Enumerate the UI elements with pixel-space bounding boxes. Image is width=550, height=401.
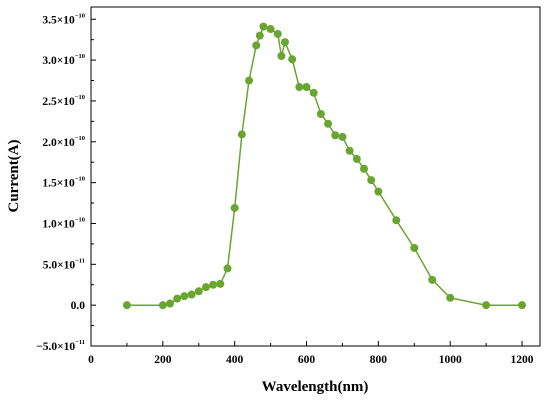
y-tick-label: 1.5×10−10 [42,176,85,190]
data-point [352,154,361,163]
data-point [338,132,347,141]
y-tick-base: ×10 [57,341,75,353]
data-point [122,301,131,310]
x-tick-label: 1200 [511,354,534,366]
x-tick-label: 800 [370,354,388,366]
data-point [410,243,419,252]
data-point [237,130,246,139]
y-tick-label: 1.0×10−10 [42,216,85,230]
y-tick-exponent: −11 [75,339,85,346]
data-point [324,119,333,128]
x-tick-label: 600 [298,354,316,366]
y-tick-label: −5.0×10−11 [36,339,85,353]
data-point [187,290,196,299]
y-tick-mantissa: −5.0 [36,341,57,353]
data-point [273,29,282,38]
data-point [302,83,311,92]
data-point [392,216,401,225]
data-point [230,203,239,212]
y-tick-mantissa: 2.0 [42,137,57,149]
data-point [446,293,455,302]
x-tick-label: 1000 [439,354,462,366]
y-tick-exponent: −10 [75,94,85,101]
y-tick-mantissa: 5.0 [43,259,58,271]
data-point [359,164,368,173]
data-point [280,38,289,47]
y-tick-exponent: −10 [75,53,85,60]
y-tick-exponent: −11 [75,257,85,264]
data-point [374,187,383,196]
x-axis-title: Wavelength(nm) [262,379,369,395]
y-axis-ticks: −5.0×10−110.05.0×10−111.0×10−101.5×10−10… [36,12,96,353]
y-tick-exponent: −10 [75,176,85,183]
y-tick-mantissa: 0.0 [71,300,86,312]
y-tick-base: ×10 [57,218,75,230]
data-point [309,88,318,97]
y-tick-label: 0.0 [71,300,86,312]
data-point [209,280,218,289]
plot-frame [90,6,541,347]
data-point [428,275,437,284]
y-tick-mantissa: 2.5 [42,96,57,108]
x-axis-ticks: 0 200 400 600 800 1000 1200 [88,341,534,366]
x-tick-label: 400 [226,354,244,366]
data-point [255,31,264,40]
data-point [345,146,354,155]
data-point [252,41,261,50]
series-points [122,22,527,310]
y-tick-exponent: −10 [75,216,85,223]
data-point [266,25,275,34]
data-point [367,176,376,185]
y-tick-base: ×10 [57,96,75,108]
y-tick-mantissa: 3.5 [42,14,57,26]
y-tick-mantissa: 1.5 [42,178,57,190]
data-point [173,294,182,303]
y-tick-exponent: −10 [75,135,85,142]
y-tick-base: ×10 [57,14,75,26]
data-point [166,299,175,308]
y-tick-base: ×10 [57,55,75,67]
y-tick-mantissa: 3.0 [42,55,57,67]
data-point [158,301,167,310]
y-tick-base: ×10 [57,178,75,190]
x-tick-label: 200 [154,354,172,366]
x-tick-label: 0 [88,354,94,366]
y-tick-base: ×10 [57,137,75,149]
data-point [216,279,225,288]
data-point [316,110,325,119]
data-point [194,287,203,296]
data-point [288,55,297,64]
data-point [295,83,304,92]
y-tick-label: 2.0×10−10 [42,135,85,149]
y-tick-base: ×10 [57,259,75,271]
y-tick-label: 2.5×10−10 [42,94,85,108]
data-point [245,76,254,85]
data-point [277,52,286,61]
y-tick-label: 5.0×10−11 [43,257,85,271]
data-point [180,292,189,301]
data-point [223,264,232,273]
data-point [518,301,527,310]
data-point [259,22,268,31]
y-tick-label: 3.5×10−10 [42,12,85,26]
series-line [126,25,522,306]
y-axis-title: Current(A) [6,139,22,212]
data-point [331,131,340,140]
data-point [482,301,491,310]
y-tick-exponent: −10 [75,12,85,19]
y-tick-label: 3.0×10−10 [42,53,85,67]
y-tick-mantissa: 1.0 [42,218,57,230]
data-point [201,283,210,292]
